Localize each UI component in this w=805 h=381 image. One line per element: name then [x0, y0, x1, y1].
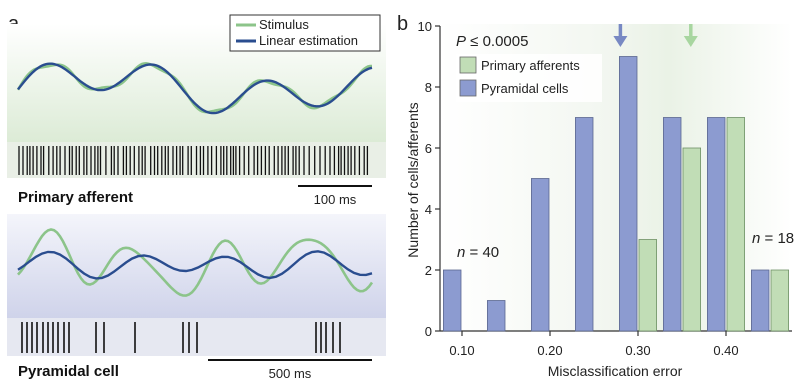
- y-axis: 0 2 4 6 8 10: [418, 19, 441, 339]
- arrow-pyramidal: [613, 24, 628, 47]
- arrow-head: [683, 36, 698, 47]
- bar-pyramidal-cells: [442, 269, 462, 332]
- x-tick-label: 0.20: [537, 343, 562, 358]
- pyramidal-spike-raster: [21, 322, 341, 353]
- y-tick-label: 8: [425, 80, 432, 95]
- bar-pyramidal-cells: [486, 300, 506, 332]
- bar-primary-afferents: [682, 147, 702, 332]
- y-axis-title: Number of cells/afferents: [405, 102, 421, 257]
- mean-arrows: [613, 24, 698, 47]
- primary-scale-label: 100 ms: [314, 192, 357, 207]
- panel-a: a Stimulus Linear estimation Primary aff…: [7, 13, 386, 381]
- pyramidal-scale-label: 500 ms: [269, 366, 312, 381]
- p-value-text: ≤ 0.0005: [466, 33, 528, 50]
- p-value-annotation: P ≤ 0.0005: [456, 33, 528, 50]
- legend-primary-label: Primary afferents: [481, 58, 580, 73]
- n-right-symbol: n: [752, 230, 760, 247]
- bar-legend: Primary afferents Pyramidal cells: [456, 54, 602, 102]
- legend-pyramidal-swatch: [459, 79, 477, 97]
- pyramidal-trace-background: [7, 214, 386, 318]
- legend-pyramidal-label: Pyramidal cells: [481, 81, 569, 96]
- bar-pyramidal-cells: [619, 56, 638, 332]
- trace-legend-box: [229, 14, 381, 52]
- arrow-head: [613, 36, 628, 47]
- bar-primary-afferents: [770, 269, 790, 332]
- bar-pyramidal-cells: [751, 269, 770, 332]
- bar-primary-afferents: [638, 239, 658, 332]
- x-axis-title: Misclassification error: [548, 363, 683, 379]
- legend-primary-swatch: [459, 56, 477, 74]
- legend-stimulus-label: Stimulus: [259, 17, 309, 32]
- y-tick-label: 0: [425, 324, 432, 339]
- x-tick-label: 0.30: [625, 343, 650, 358]
- bar-pyramidal-cells: [531, 178, 550, 332]
- pyramidal-stimulus-trace: [17, 228, 374, 297]
- panel-b: b 0 2 4 6 8 10 0.10 0.20 0.30 0.40 Number of cel…: [397, 13, 794, 379]
- trace-legend: Stimulus Linear estimation: [229, 14, 381, 52]
- y-tick-label: 4: [425, 202, 432, 217]
- pyramidal-cell-label: Pyramidal cell: [18, 363, 119, 380]
- panel-b-letter: b: [397, 13, 408, 35]
- y-tick-label: 6: [425, 141, 432, 156]
- bar-pyramidal-cells: [663, 117, 682, 332]
- primary-spike-raster: [18, 146, 369, 175]
- bar-pyramidal-cells: [575, 117, 594, 332]
- x-axis: 0.10 0.20 0.30 0.40: [440, 330, 792, 358]
- n-right-annotation: n = 18: [752, 230, 794, 247]
- primary-afferent-label: Primary afferent: [18, 189, 133, 206]
- primary-estimation-trace: [17, 62, 373, 115]
- p-value-symbol: P: [456, 33, 466, 50]
- bar-primary-afferents: [726, 117, 746, 332]
- n-left-annotation: n = 40: [457, 244, 499, 261]
- arrow-primary: [683, 24, 698, 47]
- pyramidal-estimation-trace: [17, 250, 373, 280]
- n-right-value: = 18: [760, 230, 794, 247]
- y-tick-label: 2: [425, 263, 432, 278]
- n-left-value: = 40: [465, 244, 499, 261]
- n-left-symbol: n: [457, 244, 465, 261]
- x-tick-label: 0.10: [449, 343, 474, 358]
- legend-estimation-label: Linear estimation: [259, 33, 358, 48]
- x-tick-label: 0.40: [713, 343, 738, 358]
- histogram-bars: [442, 56, 790, 332]
- y-tick-label: 10: [418, 19, 432, 34]
- bar-pyramidal-cells: [707, 117, 726, 332]
- bar-legend-box: [456, 54, 602, 102]
